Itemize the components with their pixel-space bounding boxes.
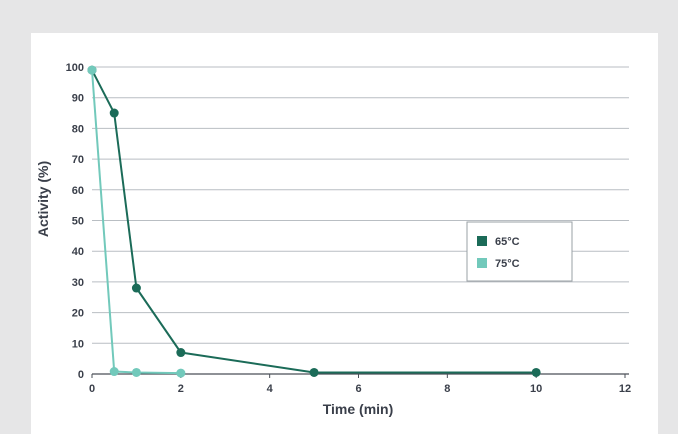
legend-label-65c: 65°C [495, 236, 520, 248]
x-tick-label: 8 [444, 383, 450, 395]
y-tick-label: 60 [72, 185, 84, 197]
data-point-65c [309, 367, 319, 377]
y-tick-label: 50 [72, 216, 84, 228]
y-tick-label: 40 [72, 246, 84, 258]
gridlines [92, 66, 629, 344]
legend: 65°C 75°C [466, 221, 573, 282]
y-axis-title: Activity (%) [35, 161, 51, 237]
series-lines [87, 65, 541, 378]
x-tick-label: 2 [178, 383, 184, 395]
axes [91, 373, 629, 378]
y-tick-label: 80 [72, 123, 84, 135]
y-tick-label: 100 [66, 62, 84, 74]
data-point-65c [531, 367, 541, 377]
data-point-75c [176, 368, 186, 378]
tick-labels: 0 10 20 30 40 50 60 70 80 90 100 0 2 4 6 8 10 12 [66, 62, 631, 395]
y-tick-label: 10 [72, 338, 84, 350]
data-point-75c [131, 367, 141, 377]
legend-label-75c: 75°C [495, 258, 520, 270]
data-point-75c [87, 65, 97, 75]
legend-box [466, 221, 573, 282]
y-tick-label: 0 [78, 369, 84, 381]
data-point-65c [109, 108, 119, 118]
x-tick-label: 10 [530, 383, 542, 395]
x-tick-label: 4 [267, 383, 274, 395]
y-tick-label: 20 [72, 308, 84, 320]
series-line-65c [91, 69, 537, 374]
x-tick-label: 0 [89, 383, 95, 395]
legend-swatch-65c [477, 236, 487, 246]
data-point-65c [131, 283, 141, 293]
x-tick-label: 6 [355, 383, 361, 395]
x-axis-title: Time (min) [323, 401, 394, 417]
data-point-65c [176, 348, 186, 358]
legend-swatch-75c [477, 258, 487, 268]
series-75c [87, 65, 186, 378]
data-point-75c [109, 367, 119, 377]
x-tick-label: 12 [619, 383, 631, 395]
series-line-75c [91, 70, 181, 375]
y-tick-label: 70 [72, 154, 84, 166]
series-65c [87, 65, 541, 377]
y-tick-label: 30 [72, 277, 84, 289]
y-tick-label: 90 [72, 93, 84, 105]
